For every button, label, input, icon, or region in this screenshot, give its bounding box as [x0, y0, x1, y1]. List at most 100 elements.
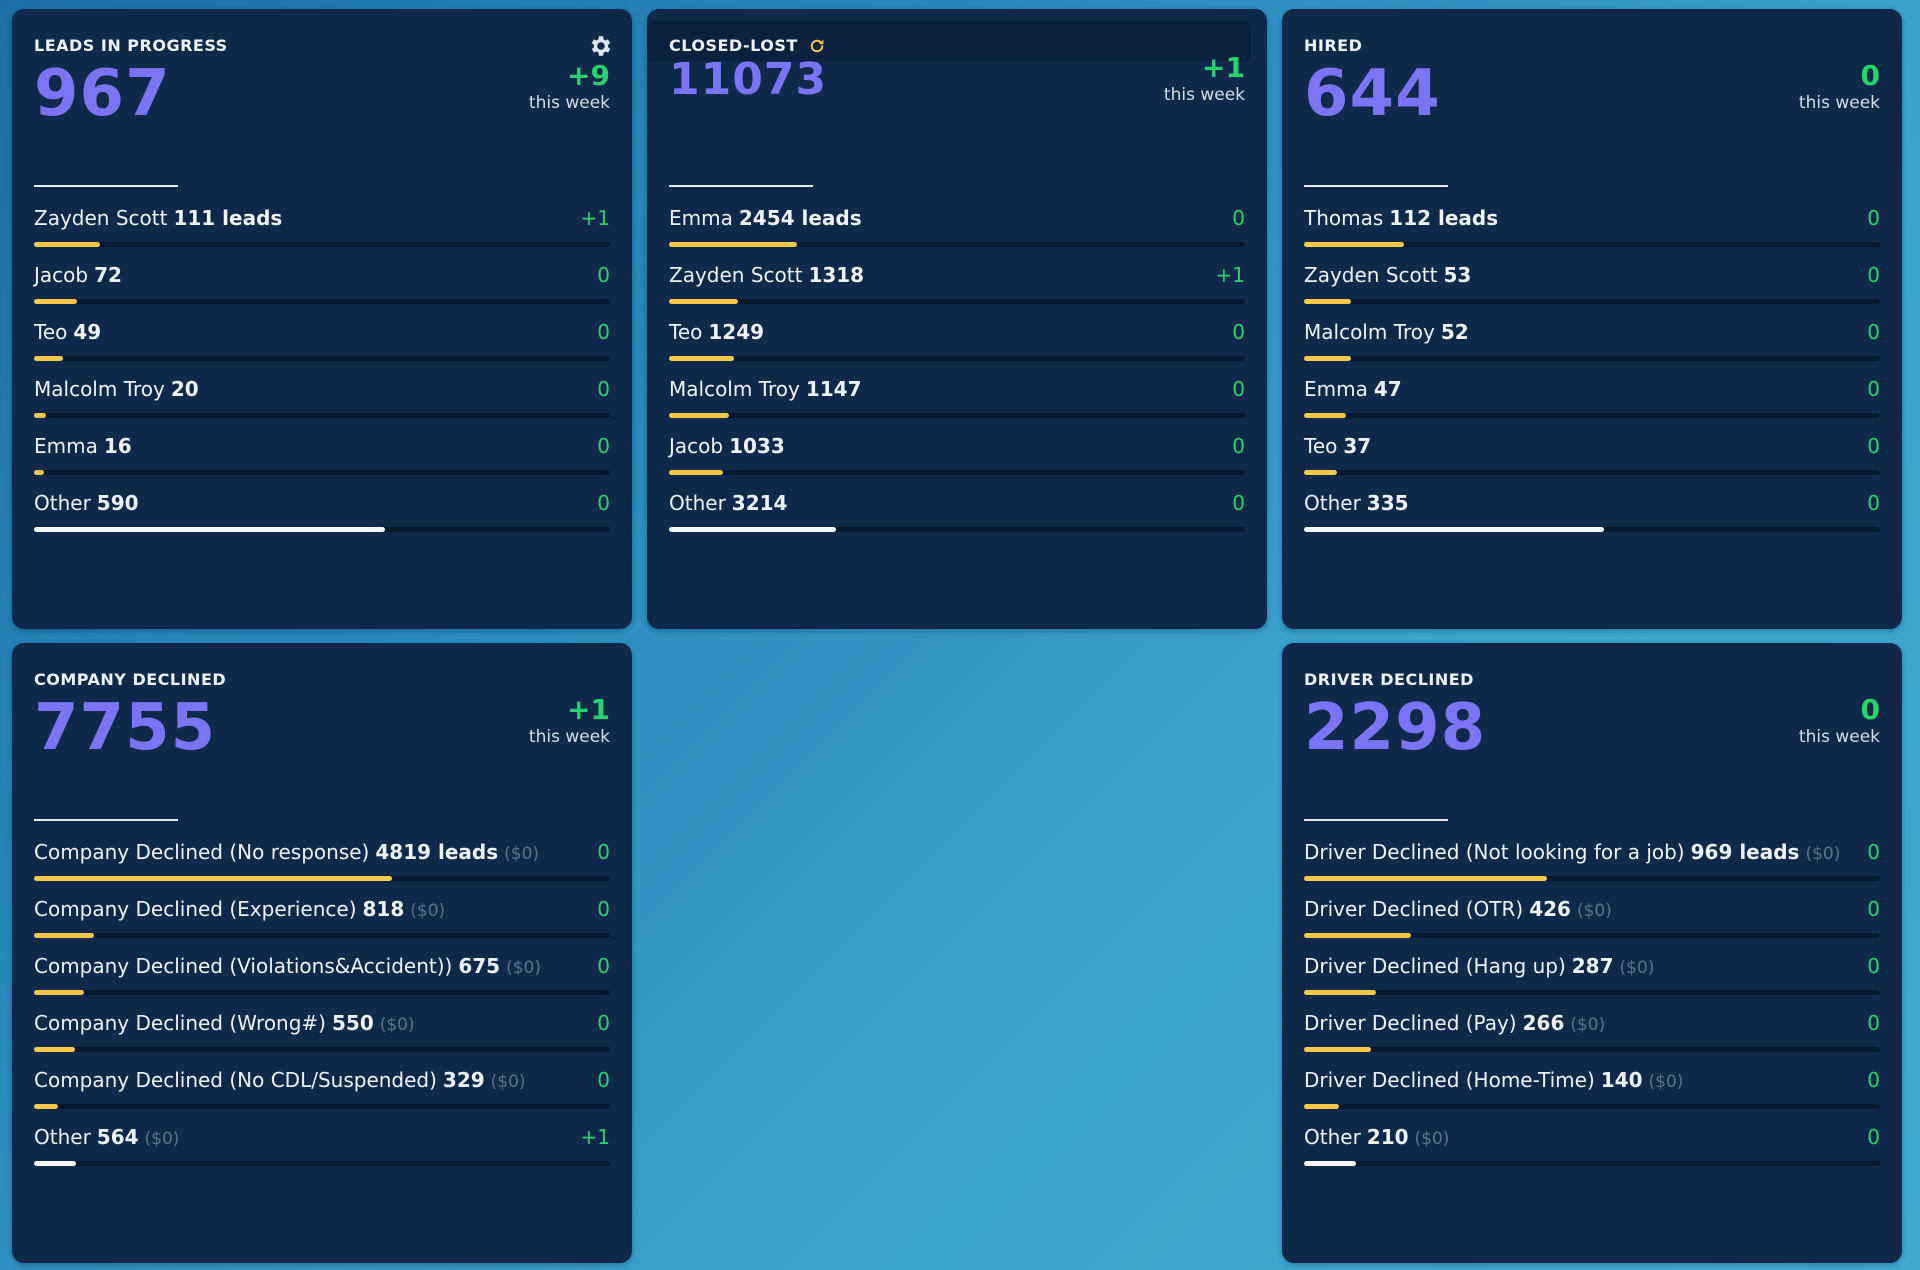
progress-fill — [1304, 876, 1548, 881]
progress-fill — [1304, 413, 1347, 418]
list-item[interactable]: Company Declined (No response) 4819 leads… — [34, 839, 610, 896]
row-week-delta: 0 — [597, 263, 610, 287]
progress-fill — [669, 242, 797, 247]
list-item[interactable]: Thomas 112 leads 0 — [1304, 205, 1880, 262]
progress-fill — [34, 1161, 77, 1166]
breakdown-list: Emma 2454 leads 0 Zayden Scott 1318 +1 Teo 1249… — [669, 205, 1245, 547]
row-name: Thomas — [1304, 206, 1384, 230]
progress-track — [1304, 876, 1880, 881]
card-title: CLOSED-LOST — [669, 35, 1245, 57]
list-item[interactable]: Company Declined (Wrong#) 550 ($0) 0 — [34, 1010, 610, 1067]
row-label: Other 564 ($0) — [34, 1124, 610, 1150]
row-week-delta: 0 — [1867, 954, 1880, 978]
list-item[interactable]: Driver Declined (OTR) 426 ($0) 0 — [1304, 896, 1880, 953]
list-item[interactable]: Driver Declined (Not looking for a job) 9… — [1304, 839, 1880, 896]
list-item[interactable]: Malcolm Troy 1147 0 — [669, 376, 1245, 433]
card-title-text: COMPANY DECLINED — [34, 670, 227, 689]
total-count: 7755 — [34, 691, 217, 765]
row-count: 2454 leads — [738, 206, 862, 230]
row-count: 266 — [1522, 1011, 1565, 1035]
list-item[interactable]: Company Declined (No CDL/Suspended) 329 ($… — [34, 1067, 610, 1124]
list-item[interactable]: Driver Declined (Home-Time) 140 ($0) 0 — [1304, 1067, 1880, 1124]
list-item[interactable]: Teo 49 0 — [34, 319, 610, 376]
row-label: Emma 47 — [1304, 376, 1880, 402]
row-count: 335 — [1366, 491, 1409, 515]
row-label: Driver Declined (OTR) 426 ($0) — [1304, 896, 1880, 922]
row-label: Emma 16 — [34, 433, 610, 459]
list-item[interactable]: Driver Declined (Hang up) 287 ($0) 0 — [1304, 953, 1880, 1010]
list-item[interactable]: Other 564 ($0) +1 — [34, 1124, 610, 1181]
row-count: 1249 — [708, 320, 765, 344]
row-name: Other — [34, 1125, 91, 1149]
list-item[interactable]: Teo 1249 0 — [669, 319, 1245, 376]
card-hired: HIRED 644 0 this week Thomas 112 leads 0 Za… — [1282, 9, 1902, 629]
row-count: 3214 — [731, 491, 788, 515]
list-item[interactable]: Jacob 1033 0 — [669, 433, 1245, 490]
list-item[interactable]: Company Declined (Experience) 818 ($0) 0 — [34, 896, 610, 953]
progress-track — [1304, 356, 1880, 361]
row-week-delta: 0 — [597, 377, 610, 401]
row-name: Emma — [34, 434, 98, 458]
divider — [1304, 185, 1448, 187]
row-week-delta: 0 — [1232, 377, 1245, 401]
week-delta: 0 — [1860, 693, 1880, 726]
list-item[interactable]: Other 3214 0 — [669, 490, 1245, 547]
row-week-delta: 0 — [1232, 491, 1245, 515]
row-name: Malcolm Troy — [34, 377, 165, 401]
progress-track — [34, 242, 610, 247]
row-name: Emma — [669, 206, 733, 230]
progress-track — [669, 299, 1245, 304]
row-label: Zayden Scott 1318 — [669, 262, 1245, 288]
list-item[interactable]: Zayden Scott 1318 +1 — [669, 262, 1245, 319]
progress-track — [34, 1047, 610, 1052]
list-item[interactable]: Company Declined (Violations&Accident)) 6… — [34, 953, 610, 1010]
row-week-delta: 0 — [1232, 206, 1245, 230]
progress-fill — [669, 470, 723, 475]
list-item[interactable]: Driver Declined (Pay) 266 ($0) 0 — [1304, 1010, 1880, 1067]
row-week-delta: 0 — [597, 840, 610, 864]
row-week-delta: 0 — [1867, 1125, 1880, 1149]
row-count: 72 — [94, 263, 122, 287]
refresh-icon[interactable] — [808, 37, 826, 55]
list-item[interactable]: Other 590 0 — [34, 490, 610, 547]
list-item[interactable]: Emma 16 0 — [34, 433, 610, 490]
progress-fill — [1304, 1161, 1357, 1166]
row-name: Driver Declined (Pay) — [1304, 1011, 1517, 1035]
total-count: 644 — [1304, 57, 1441, 131]
list-item[interactable]: Other 210 ($0) 0 — [1304, 1124, 1880, 1181]
list-item[interactable]: Jacob 72 0 — [34, 262, 610, 319]
row-count: 426 — [1529, 897, 1571, 921]
row-count: 20 — [170, 377, 199, 401]
breakdown-list: Driver Declined (Not looking for a job) 9… — [1304, 839, 1880, 1181]
row-week-delta: 0 — [597, 434, 610, 458]
card-company-declined: COMPANY DECLINED 7755 +1 this week Compa… — [12, 643, 632, 1263]
list-item[interactable]: Malcolm Troy 52 0 — [1304, 319, 1880, 376]
row-name: Malcolm Troy — [669, 377, 800, 401]
card-leads-in-progress: LEADS IN PROGRESS 967 +9 this week Zayde… — [12, 9, 632, 629]
list-item[interactable]: Teo 37 0 — [1304, 433, 1880, 490]
row-label: Company Declined (Violations&Accident)) 6… — [34, 953, 610, 979]
list-item[interactable]: Zayden Scott 53 0 — [1304, 262, 1880, 319]
row-count: 16 — [103, 434, 132, 458]
row-name: Driver Declined (Hang up) — [1304, 954, 1566, 978]
gear-icon[interactable] — [588, 33, 614, 59]
row-amount: ($0) — [506, 958, 541, 978]
list-item[interactable]: Emma 2454 leads 0 — [669, 205, 1245, 262]
list-item[interactable]: Other 335 0 — [1304, 490, 1880, 547]
week-delta: 0 — [1860, 59, 1880, 92]
progress-track — [34, 413, 610, 418]
row-label: Zayden Scott 111 leads — [34, 205, 610, 231]
row-name: Teo — [34, 320, 68, 344]
list-item[interactable]: Emma 47 0 — [1304, 376, 1880, 433]
row-week-delta: 0 — [597, 897, 610, 921]
row-label: Thomas 112 leads — [1304, 205, 1880, 231]
progress-track — [1304, 1047, 1880, 1052]
row-label: Emma 2454 leads — [669, 205, 1245, 231]
progress-track — [34, 933, 610, 938]
row-label: Malcolm Troy 1147 — [669, 376, 1245, 402]
progress-fill — [1304, 356, 1351, 361]
row-label: Malcolm Troy 20 — [34, 376, 610, 402]
list-item[interactable]: Zayden Scott 111 leads +1 — [34, 205, 610, 262]
row-week-delta: +1 — [1215, 263, 1245, 287]
list-item[interactable]: Malcolm Troy 20 0 — [34, 376, 610, 433]
